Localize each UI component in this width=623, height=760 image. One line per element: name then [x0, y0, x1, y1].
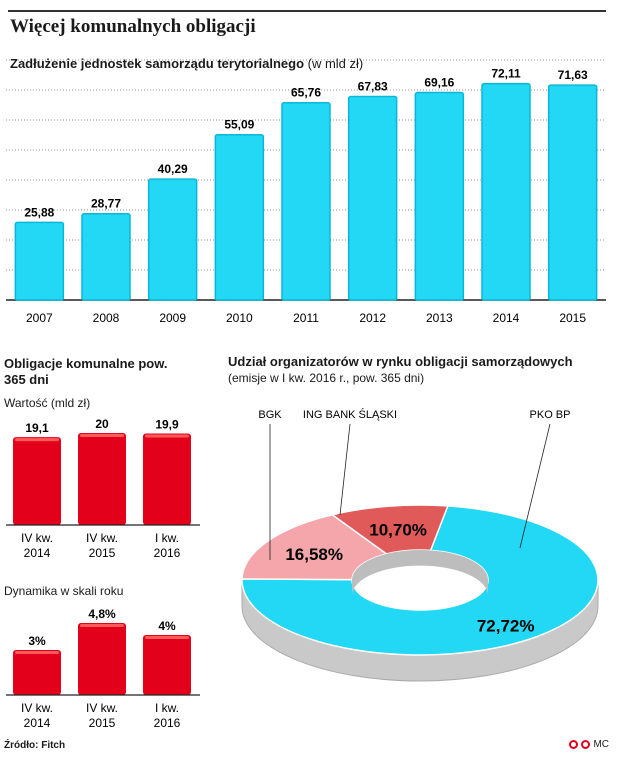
- dynamics-bar: [13, 650, 61, 695]
- dynamics-bar-highlight: [145, 636, 189, 639]
- bar-2013: [414, 91, 465, 301]
- bar-value-label: 67,83: [358, 80, 388, 94]
- dynamics-bar: [143, 635, 191, 695]
- bar-value-label: 72,11: [491, 67, 521, 81]
- value-bar: [143, 433, 191, 525]
- x-tick-label: 2011: [293, 311, 319, 325]
- dynamics-tick-label: 2014: [24, 716, 51, 730]
- slice-value-label: 10,70%: [369, 520, 427, 539]
- x-tick-label: 2014: [493, 311, 520, 325]
- bar-value-label: 55,09: [224, 118, 254, 132]
- bar-value-label: 65,76: [291, 86, 321, 100]
- slice-name-label: PKO BP: [530, 409, 571, 421]
- value-value-label: 19,1: [25, 421, 49, 435]
- x-tick-label: 2008: [93, 311, 120, 325]
- bonds-section-title: Obligacje komunalne pow. 365 dni: [4, 356, 168, 387]
- value-label: Wartość (mld zł): [4, 396, 91, 410]
- value-tick-label: IV kw.: [21, 531, 53, 545]
- dynamics-label: Dynamika w skali roku: [4, 584, 124, 598]
- logo-ring-icon: [569, 740, 579, 749]
- publisher-logo: MC: [569, 739, 609, 750]
- callout-line: [339, 423, 351, 516]
- value-bar-highlight: [145, 434, 189, 438]
- source-note: Źródło: Fitch: [4, 740, 66, 751]
- bar-value-label: 71,63: [558, 68, 588, 82]
- dynamics-bar-highlight: [80, 624, 124, 627]
- value-tick-label: 2014: [24, 546, 51, 560]
- value-tick-label: IV kw.: [86, 531, 118, 545]
- slice-value-label: 72,72%: [477, 617, 535, 636]
- value-bar: [13, 437, 61, 525]
- bar-2009: [147, 178, 198, 301]
- bar-2008: [81, 212, 131, 301]
- dynamics-tick-label: IV kw.: [21, 701, 53, 715]
- dynamics-bar-highlight: [15, 651, 59, 654]
- debt-bar-chart: 25,88 2007 28,77 2008 40,29 2009 55,09 2010 65,7…: [6, 59, 606, 325]
- bar-2014: [481, 82, 531, 301]
- callout-line: [519, 423, 551, 549]
- donut-inner-wall: [352, 550, 488, 596]
- dynamics-value-label: 4,8%: [88, 607, 116, 621]
- x-tick-label: 2007: [26, 311, 53, 325]
- bar-value-label: 40,29: [158, 162, 188, 176]
- bar-2015: [547, 84, 598, 301]
- x-tick-label: 2009: [159, 311, 186, 325]
- bar-value-label: 28,77: [91, 197, 121, 211]
- dynamics-tick-label: 2015: [89, 716, 116, 730]
- dynamics-value-label: 3%: [28, 634, 46, 648]
- donut-title: Udział organizatorów w rynku obligacji s…: [228, 354, 573, 369]
- dynamics-tick-label: 2016: [154, 716, 181, 730]
- value-value-label: 20: [95, 417, 109, 431]
- donut-hole: [357, 574, 483, 607]
- value-tick-label: 2015: [89, 546, 116, 560]
- logo-text: MC: [593, 739, 609, 750]
- slice-name-label: BGK: [258, 409, 282, 421]
- x-tick-label: 2015: [559, 311, 586, 325]
- value-tick-label: 2016: [154, 546, 181, 560]
- dynamics-tick-label: I kw.: [155, 701, 179, 715]
- slice-value-label: 16,58%: [285, 545, 343, 564]
- bar-value-label: 69,16: [424, 76, 454, 90]
- slice-ING BANK ŚLĄSKI: [330, 504, 449, 555]
- bar-value-label: 25,88: [24, 205, 54, 219]
- bar-2007: [14, 221, 65, 301]
- slice-name-label: ING BANK ŚLĄSKI: [303, 408, 397, 421]
- value-bar-highlight: [15, 438, 59, 442]
- value-bar-highlight: [80, 434, 124, 437]
- dynamics-value-label: 4%: [158, 619, 176, 633]
- x-tick-label: 2012: [359, 311, 386, 325]
- dynamics-tick-label: IV kw.: [86, 701, 118, 715]
- value-tick-label: I kw.: [155, 531, 179, 545]
- organizers-donut-chart: 72,72% 16,58% 10,70% PKO BP BGK ING BANK ŚLĄS…: [241, 408, 599, 682]
- bar-2011: [281, 101, 331, 301]
- dynamics-bar: [78, 623, 126, 695]
- infographic-title: Więcej komunalnych obligacji: [10, 16, 256, 37]
- bar-2012: [347, 95, 398, 301]
- value-bar: [78, 433, 126, 525]
- logo-ring-icon: [581, 740, 591, 749]
- bar-2010: [214, 133, 265, 301]
- main-chart-subtitle-text: Zadłużenie jednostek samorządu terytoria…: [10, 56, 305, 71]
- x-tick-label: 2013: [426, 311, 453, 325]
- value-value-label: 19,9: [155, 417, 179, 431]
- top-rule: [8, 10, 606, 12]
- donut-subtitle: (emisje w I kw. 2016 r., pow. 365 dni): [228, 371, 425, 385]
- x-tick-label: 2010: [226, 311, 253, 325]
